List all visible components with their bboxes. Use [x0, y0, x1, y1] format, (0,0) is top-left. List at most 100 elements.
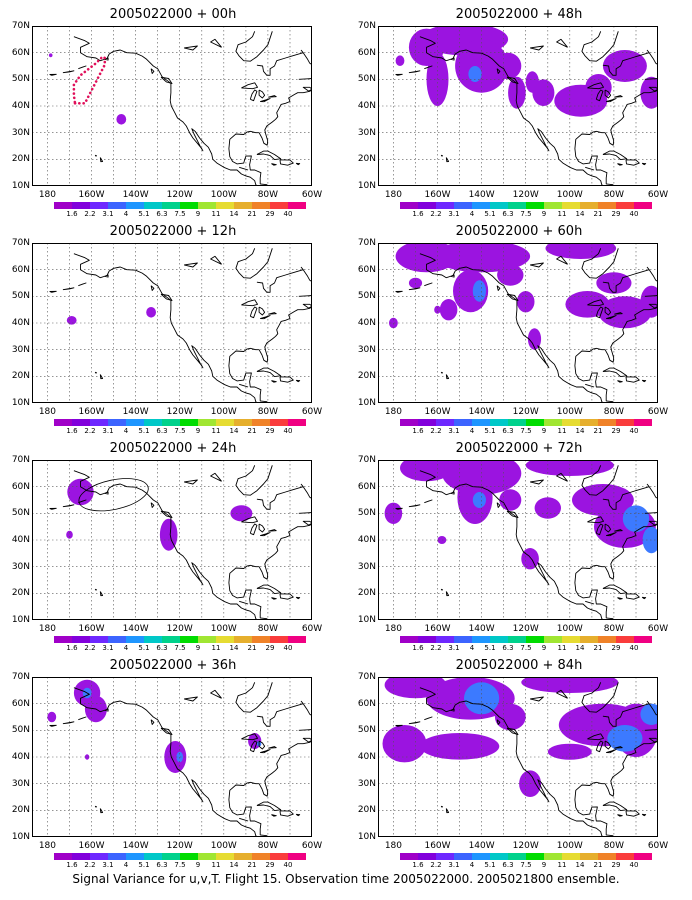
coastline [279, 593, 294, 600]
colorbar-label: 7.5 [520, 427, 532, 435]
colorbar-label: 1.6 [66, 210, 78, 218]
coastline [625, 810, 640, 817]
coastline [419, 687, 605, 837]
colorbar-swatch [54, 202, 72, 209]
longitude-tick-label: 160W [424, 841, 451, 851]
coastline [574, 89, 658, 186]
coastline [424, 282, 433, 287]
panel-title: 2005022000 + 24h [109, 441, 237, 456]
latitude-tick-label: 20N [357, 154, 376, 165]
colorbar-label: 6.3 [502, 861, 514, 869]
coastline [648, 303, 658, 309]
coastline [249, 306, 258, 319]
variance-peak-shading [472, 280, 486, 302]
coastline [445, 808, 450, 814]
colorbar [400, 202, 652, 209]
colorbar-swatch [72, 853, 90, 860]
coastline [445, 374, 450, 380]
colorbar-swatch [144, 636, 162, 643]
latitude-tick-label: 10N [11, 615, 30, 625]
longitude-tick-label: 100W [556, 407, 583, 417]
colorbar-label: 11 [211, 644, 221, 652]
coastline [295, 162, 301, 166]
colorbar-swatch [598, 419, 616, 426]
variance-shading [67, 478, 94, 506]
colorbar-swatch [270, 419, 288, 426]
colorbar-swatch [126, 853, 144, 860]
latitude-tick-label: 70N [357, 672, 376, 682]
coastline [235, 248, 273, 279]
latitude-tick-label: 10N [11, 398, 30, 408]
coastline [241, 733, 258, 741]
colorbar-label: 5.1 [484, 210, 496, 218]
latitude-tick-label: 30N [11, 127, 30, 138]
coastline [581, 682, 619, 713]
colorbar-label: 2.2 [430, 644, 442, 652]
coastline [395, 724, 403, 727]
colorbar-label: 3.1 [448, 861, 460, 869]
coastline [73, 470, 259, 620]
colorbar-swatch [508, 853, 526, 860]
coastline [450, 274, 455, 278]
coastline [606, 749, 617, 754]
colorbar-label: 2.2 [430, 861, 442, 869]
colorbar-swatch [108, 419, 126, 426]
coastline [641, 813, 647, 817]
coastline [556, 689, 568, 699]
variance-shading [66, 530, 73, 539]
coastline [617, 814, 623, 817]
colorbar [400, 853, 652, 860]
latitude-tick-label: 70N [357, 21, 376, 31]
latitude-tick-label: 60N [357, 47, 376, 58]
colorbar-swatch [400, 419, 418, 426]
longitude-tick-label: 140W [122, 624, 149, 634]
colorbar-label: 40 [283, 861, 293, 869]
colorbar-swatch [216, 636, 234, 643]
colorbar-label: 7.5 [174, 861, 186, 869]
colorbar-label: 3.1 [448, 210, 460, 218]
colorbar-label: 1.6 [412, 210, 424, 218]
coastline [556, 472, 568, 482]
panel-title: 2005022000 + 72h [455, 441, 583, 456]
coastline [268, 746, 277, 749]
colorbar-swatch [400, 202, 418, 209]
longitude-tick-label: 80W [257, 624, 279, 634]
coastline [424, 716, 433, 721]
colorbar-label: 11 [211, 427, 221, 435]
colorbar-swatch [472, 202, 490, 209]
variance-peak-shading [607, 725, 643, 752]
colorbar-label: 4 [123, 644, 129, 652]
longitude-tick-label: 160W [424, 624, 451, 634]
colorbar-swatch [508, 202, 526, 209]
longitude-tick-label: 140W [468, 624, 495, 634]
colorbar-label: 9 [541, 427, 547, 435]
longitude-tick-label: 100W [556, 841, 583, 851]
coastline [581, 31, 619, 62]
panel-title: 2005022000 + 36h [109, 658, 237, 673]
latitude-tick-label: 10N [357, 181, 376, 191]
coastline [94, 371, 98, 374]
latitude-tick-label: 20N [11, 154, 30, 165]
variance-shading [84, 754, 90, 760]
colorbar-label: 11 [557, 861, 567, 869]
longitude-tick-label: 120W [512, 624, 539, 634]
latitude-tick-label: 50N [11, 508, 30, 519]
colorbar [54, 202, 306, 209]
colorbar-swatch [544, 202, 562, 209]
latitude-tick-label: 70N [11, 21, 30, 31]
latitude-tick-label: 40N [357, 101, 376, 111]
map-panel: 2005022000 + 48h 70N 60N 50N 40N 30N 20N 10N 180… [346, 2, 692, 220]
colorbar [400, 419, 652, 426]
coastline [529, 479, 544, 485]
colorbar-swatch [634, 853, 652, 860]
colorbar-label: 14 [575, 427, 585, 435]
panel-title: 2005022000 + 00h [109, 7, 237, 22]
colorbar-label: 40 [283, 644, 293, 652]
coastline [249, 89, 258, 102]
longitude-tick-label: 100W [210, 407, 237, 417]
colorbar-swatch [162, 419, 180, 426]
longitude-tick-label: 60W [301, 190, 323, 200]
coastline [614, 312, 623, 315]
colorbar-label: 5.1 [138, 861, 150, 869]
coastline [235, 465, 273, 496]
